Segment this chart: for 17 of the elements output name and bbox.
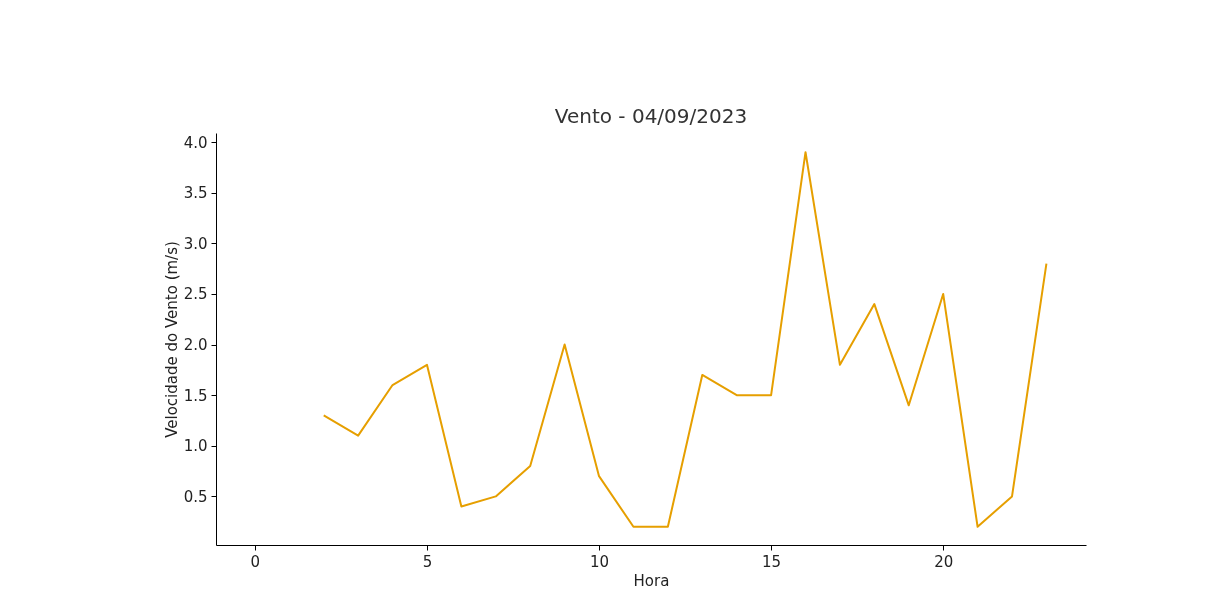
line-series [322,151,1048,528]
y-tick-label: 2.5 [183,285,208,304]
y-tick-label: 1.5 [183,386,208,405]
x-tick-label: 15 [762,552,782,571]
y-axis-title: Velocidade do Vento (m/s) [162,241,181,438]
x-tick-label: 10 [589,552,610,571]
y-tick-label: 3.0 [183,234,208,253]
x-axis-title: Hora [633,571,670,590]
chart-title: Vento - 04/09/2023 [554,104,748,128]
y-tick-label: 4.0 [183,133,208,152]
y-tick-label: 1.0 [183,437,208,456]
x-tick-label: 0 [250,552,261,571]
y-tick-label: 2.0 [183,336,208,355]
x-tick-label: 5 [422,552,433,571]
y-tick-label: 0.5 [183,487,208,506]
y-tick-label: 3.5 [183,184,208,203]
x-tick-label: 20 [934,552,954,571]
